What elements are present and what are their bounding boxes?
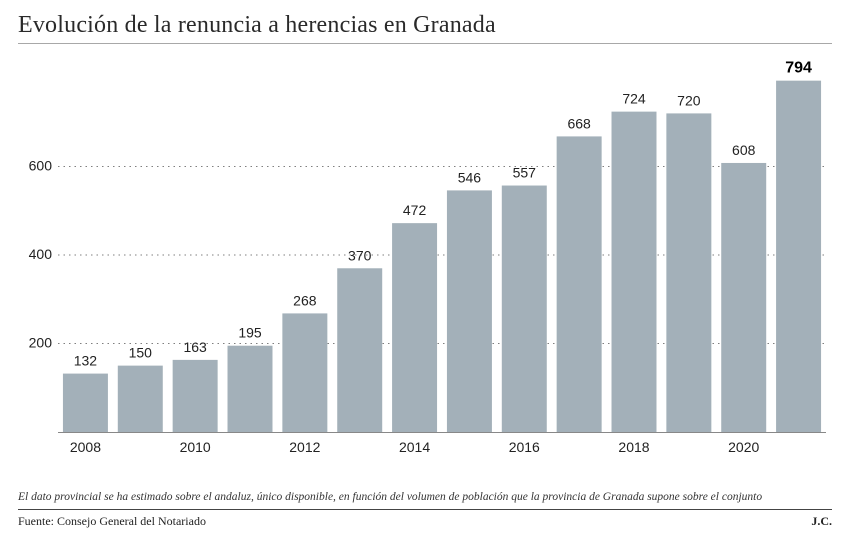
x-tick-label: 2016 (509, 439, 540, 455)
x-tick-label: 2012 (289, 439, 320, 455)
bar (502, 186, 547, 432)
footer-rule (18, 509, 832, 510)
bar-value-label: 132 (74, 353, 98, 369)
bar-value-label: 546 (458, 169, 482, 185)
bar (173, 360, 218, 432)
bar-value-label: 608 (732, 142, 756, 158)
bar (666, 113, 711, 432)
y-tick-label: 200 (29, 335, 53, 351)
x-tick-label: 2014 (399, 439, 430, 455)
source-prefix: Fuente: (18, 514, 57, 528)
bar (557, 136, 602, 432)
author-initials: J.C. (811, 514, 832, 529)
bar-value-label: 370 (348, 247, 372, 263)
bar (721, 163, 766, 432)
bar (228, 346, 273, 432)
bar-value-label: 724 (622, 91, 646, 107)
x-tick-label: 2008 (70, 439, 101, 455)
chart-title: Evolución de la renuncia a herencias en … (18, 12, 832, 39)
chart-note: El dato provincial se ha estimado sobre … (18, 490, 832, 505)
bar (392, 223, 437, 432)
source-text: Fuente: Consejo General del Notariado (18, 514, 206, 529)
bar (776, 81, 821, 432)
bar-value-label: 794 (785, 60, 812, 77)
bar (337, 268, 382, 432)
bar-chart-svg: 200 400 600 132 150 163 195 268 370 472 546 557 668 7… (18, 50, 832, 460)
bar-value-label: 668 (567, 115, 591, 131)
title-rule (18, 43, 832, 44)
bar (612, 112, 657, 432)
bar-value-label: 557 (513, 165, 537, 181)
chart-container: Evolución de la renuncia a herencias en … (0, 0, 850, 539)
bar-value-label: 195 (238, 325, 262, 341)
bar (282, 313, 327, 432)
bar-value-label: 163 (183, 339, 207, 355)
source-name: Consejo General del Notariado (57, 514, 206, 528)
chart-area: 200 400 600 132 150 163 195 268 370 472 546 557 668 7… (18, 50, 832, 484)
bar (118, 366, 163, 432)
bar-value-label: 472 (403, 202, 427, 218)
y-tick-label: 400 (29, 246, 53, 262)
x-tick-label: 2010 (180, 439, 211, 455)
bar (447, 190, 492, 432)
bar-value-label: 720 (677, 92, 701, 108)
bar (63, 374, 108, 432)
bar-value-label: 268 (293, 292, 317, 308)
x-tick-label: 2018 (618, 439, 649, 455)
x-tick-label: 2020 (728, 439, 759, 455)
bar-value-label: 150 (129, 345, 153, 361)
chart-footer: Fuente: Consejo General del Notariado J.… (18, 514, 832, 529)
y-tick-label: 600 (29, 158, 53, 174)
